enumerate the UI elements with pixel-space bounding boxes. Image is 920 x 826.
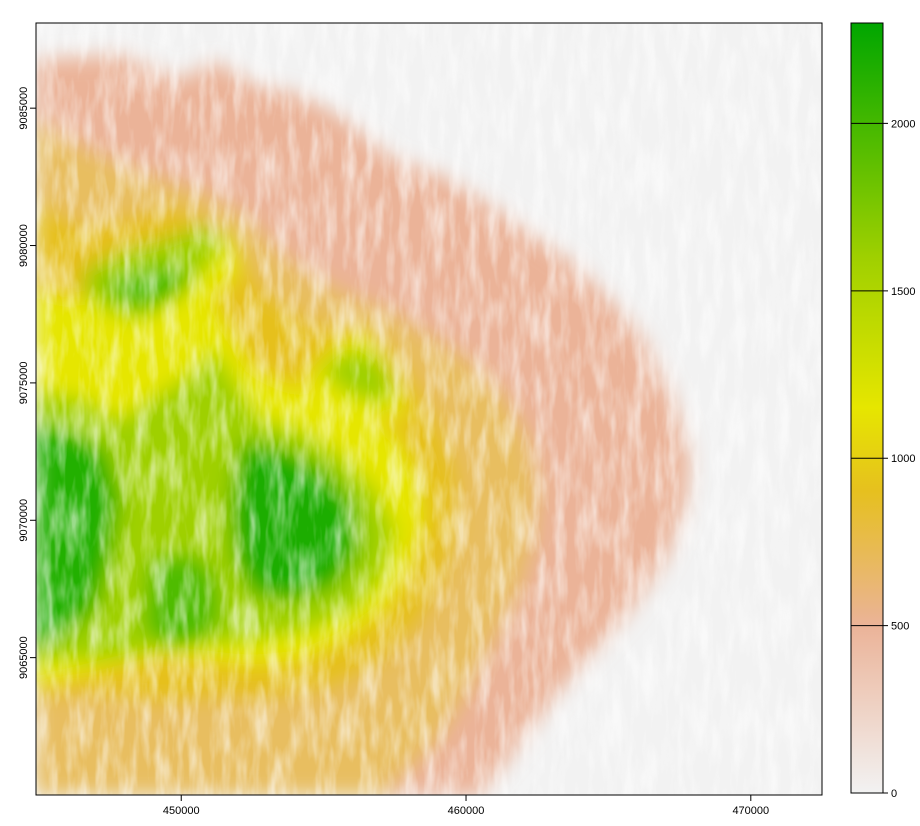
map-plot-area	[36, 23, 822, 795]
map-frame	[35, 22, 823, 796]
elevation-legend: 0 500 1000 1500 2000	[850, 22, 915, 800]
legend-tick-label-0: 0	[891, 788, 897, 800]
y-tick-label-3: 9080000	[18, 224, 30, 267]
legend-tick-label-1: 500	[891, 621, 909, 633]
y-axis: 9065000 9070000 9075000 9080000 9085000	[18, 87, 36, 679]
legend-tick-label-2: 1000	[891, 453, 915, 465]
x-tick-label-1: 460000	[448, 805, 485, 817]
x-axis: 450000 460000 470000	[163, 795, 769, 817]
y-tick-label-0: 9065000	[18, 636, 30, 679]
legend-tick-label-4: 2000	[891, 118, 915, 130]
terrain-texture	[36, 23, 822, 795]
legend-ticks: 0 500 1000 1500 2000	[851, 118, 915, 800]
y-tick-label-2: 9075000	[18, 361, 30, 404]
y-tick-label-1: 9070000	[18, 499, 30, 542]
x-tick-label-0: 450000	[163, 805, 200, 817]
y-tick-label-4: 9085000	[18, 87, 30, 130]
legend-color-bar	[851, 23, 883, 793]
legend-tick-label-3: 1500	[891, 286, 915, 298]
x-tick-label-2: 470000	[732, 805, 769, 817]
